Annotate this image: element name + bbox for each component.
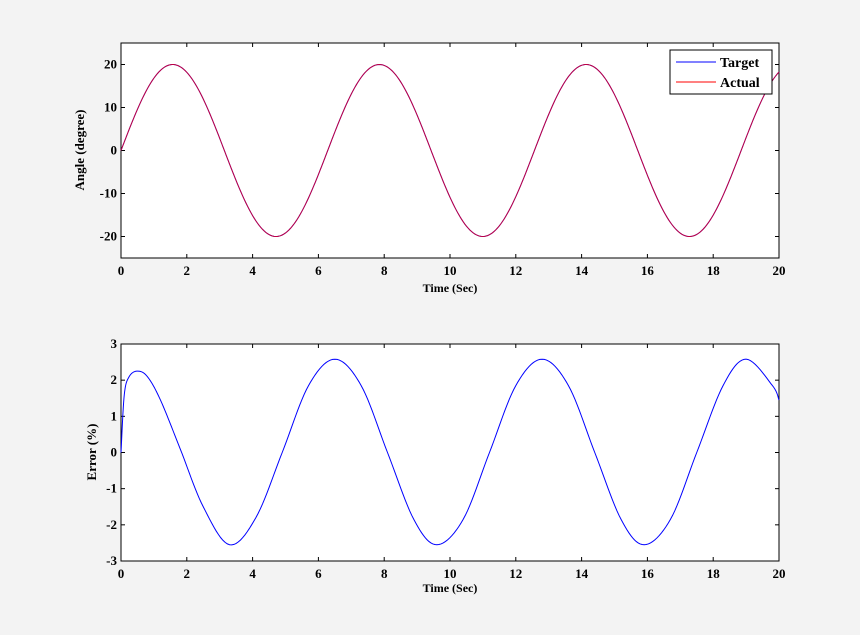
x-tick-label: 18 [707, 263, 721, 278]
series-line-actual [120, 63, 780, 238]
y-tick-label: -20 [100, 229, 117, 244]
angle-plot-x-ticks: 0 2 4 6 8 10 12 14 16 18 20 [118, 43, 786, 278]
error-plot-y-axis-label: Error (%) [84, 424, 99, 481]
x-tick-label: 18 [707, 566, 721, 581]
angle-plot-y-axis-label: Angle (degree) [72, 110, 87, 191]
x-tick-label: 0 [118, 566, 125, 581]
x-tick-label: 8 [381, 263, 388, 278]
y-tick-label: 1 [111, 408, 118, 423]
y-tick-label: -3 [106, 553, 117, 568]
y-tick-label: 20 [104, 57, 117, 72]
error-plot-frame [120, 343, 780, 562]
x-tick-label: 6 [315, 263, 322, 278]
error-plot-x-axis-label: Time (Sec) [423, 581, 478, 595]
x-tick-label: 20 [773, 566, 786, 581]
series-line-error [120, 358, 780, 546]
y-tick-label: 0 [111, 143, 118, 158]
error-plot-series [120, 358, 780, 546]
x-tick-label: 16 [641, 566, 655, 581]
y-tick-label: -2 [106, 517, 117, 532]
x-tick-label: 0 [118, 263, 125, 278]
x-tick-label: 2 [184, 566, 191, 581]
angle-plot: 0 2 4 6 8 10 12 14 16 18 20 -20 -10 0 10 20 Time (Sec)… [72, 42, 786, 295]
x-tick-label: 14 [575, 263, 589, 278]
legend-actual-label: Actual [720, 76, 760, 91]
y-tick-label: -1 [106, 481, 117, 496]
x-tick-label: 12 [509, 566, 522, 581]
x-tick-label: 10 [444, 263, 457, 278]
x-tick-label: 4 [249, 263, 256, 278]
x-tick-label: 10 [444, 566, 457, 581]
error-plot-y-ticks: -3 -2 -1 0 1 2 3 [106, 336, 779, 568]
legend-box [669, 49, 773, 95]
y-tick-label: 3 [111, 336, 118, 351]
x-tick-label: 2 [184, 263, 191, 278]
x-tick-label: 14 [575, 566, 589, 581]
y-tick-label: 2 [111, 372, 118, 387]
x-tick-label: 12 [509, 263, 522, 278]
legend-target-label: Target [720, 56, 759, 71]
angle-plot-series [120, 63, 780, 238]
x-tick-label: 8 [381, 566, 388, 581]
y-tick-label: 0 [111, 445, 118, 460]
x-tick-label: 16 [641, 263, 655, 278]
angle-plot-x-axis-label: Time (Sec) [423, 281, 478, 295]
y-tick-label: -10 [100, 186, 117, 201]
x-tick-label: 20 [773, 263, 786, 278]
error-plot-x-ticks: 0 2 4 6 8 10 12 14 16 18 20 [118, 344, 786, 581]
legend: Target Actual [669, 49, 773, 95]
x-tick-label: 4 [249, 566, 256, 581]
x-tick-label: 6 [315, 566, 322, 581]
angle-plot-frame [120, 42, 780, 259]
angle-plot-y-ticks: -20 -10 0 10 20 [100, 57, 779, 244]
y-tick-label: 10 [104, 100, 117, 115]
